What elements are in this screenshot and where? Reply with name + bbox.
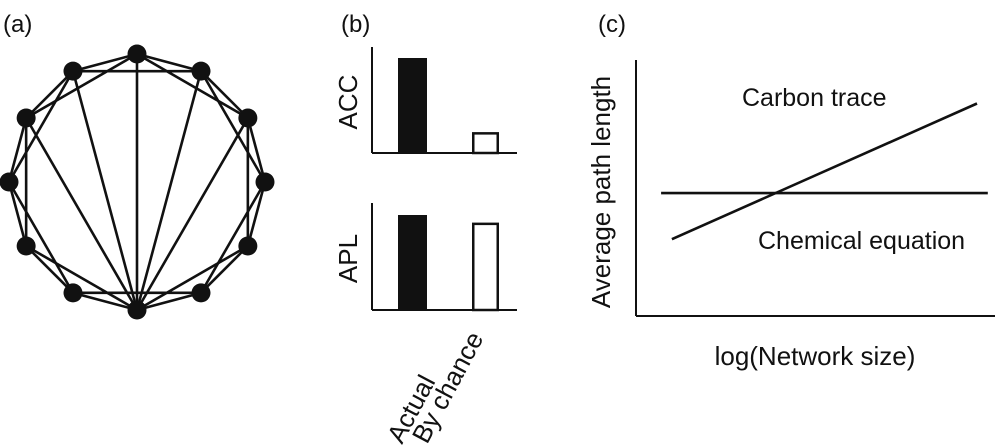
graph-edge [7,117,28,183]
graph-edge [199,181,267,294]
graph-node [238,236,258,256]
graph-edges [7,52,267,312]
graph-node [63,283,83,303]
graph-edge [246,181,267,247]
graph-edge [200,70,249,119]
graph-node [63,61,83,81]
graph-edge [7,70,75,183]
bar-by-chance [472,132,499,155]
graph-node [0,172,19,192]
graph-edge [71,70,139,311]
panel-c: (c) Average path length log(Network size… [586,11,995,371]
graph-edge [72,291,138,312]
graph-node [238,108,258,128]
graph-node [191,61,211,81]
bar-chart-acc: ACC [333,47,517,155]
graph-edge [136,291,202,312]
graph-edge [72,52,138,73]
panel-a: (a) [0,11,275,320]
graph-edge [246,117,267,183]
graph-edge [136,52,202,73]
bar-chart-apl: APL [333,203,517,312]
graph-node [16,108,36,128]
graph-edge [136,244,249,312]
series-line-carbon-trace [671,102,978,241]
bar-charts: ACC APL [333,47,517,312]
graph-edge [7,181,75,294]
graph-edge [25,70,74,119]
graph-edge [199,70,267,183]
line-series [661,102,988,241]
graph-node [127,44,147,64]
graph-edge [25,52,138,120]
graph-edge [136,52,249,120]
graph-edge [25,244,138,312]
graph-node [191,283,211,303]
graph-edge [25,117,139,311]
bar-y-label: APL [333,234,363,283]
panel-c-label: (c) [598,11,626,38]
panel-b-label: (b) [341,11,370,38]
panel-a-label: (a) [3,11,32,38]
series-label-carbon-trace: Carbon trace [742,84,887,112]
x-axis-label: log(Network size) [715,341,916,371]
bar-actual [398,58,427,153]
bar-actual [398,215,427,310]
graph-node [255,172,275,192]
bar-by-chance [472,222,499,312]
graph-edge [7,181,28,247]
graph-edge [135,117,249,311]
graph-edge [200,245,249,294]
bar-y-label: ACC [333,75,363,130]
graph-nodes [0,44,275,320]
graph-node [16,236,36,256]
y-axis-label: Average path length [586,76,616,308]
series-label-chemical-equation: Chemical equation [758,227,965,255]
graph-edge [135,70,203,311]
graph-edge [25,245,74,294]
graph-node [127,300,147,320]
